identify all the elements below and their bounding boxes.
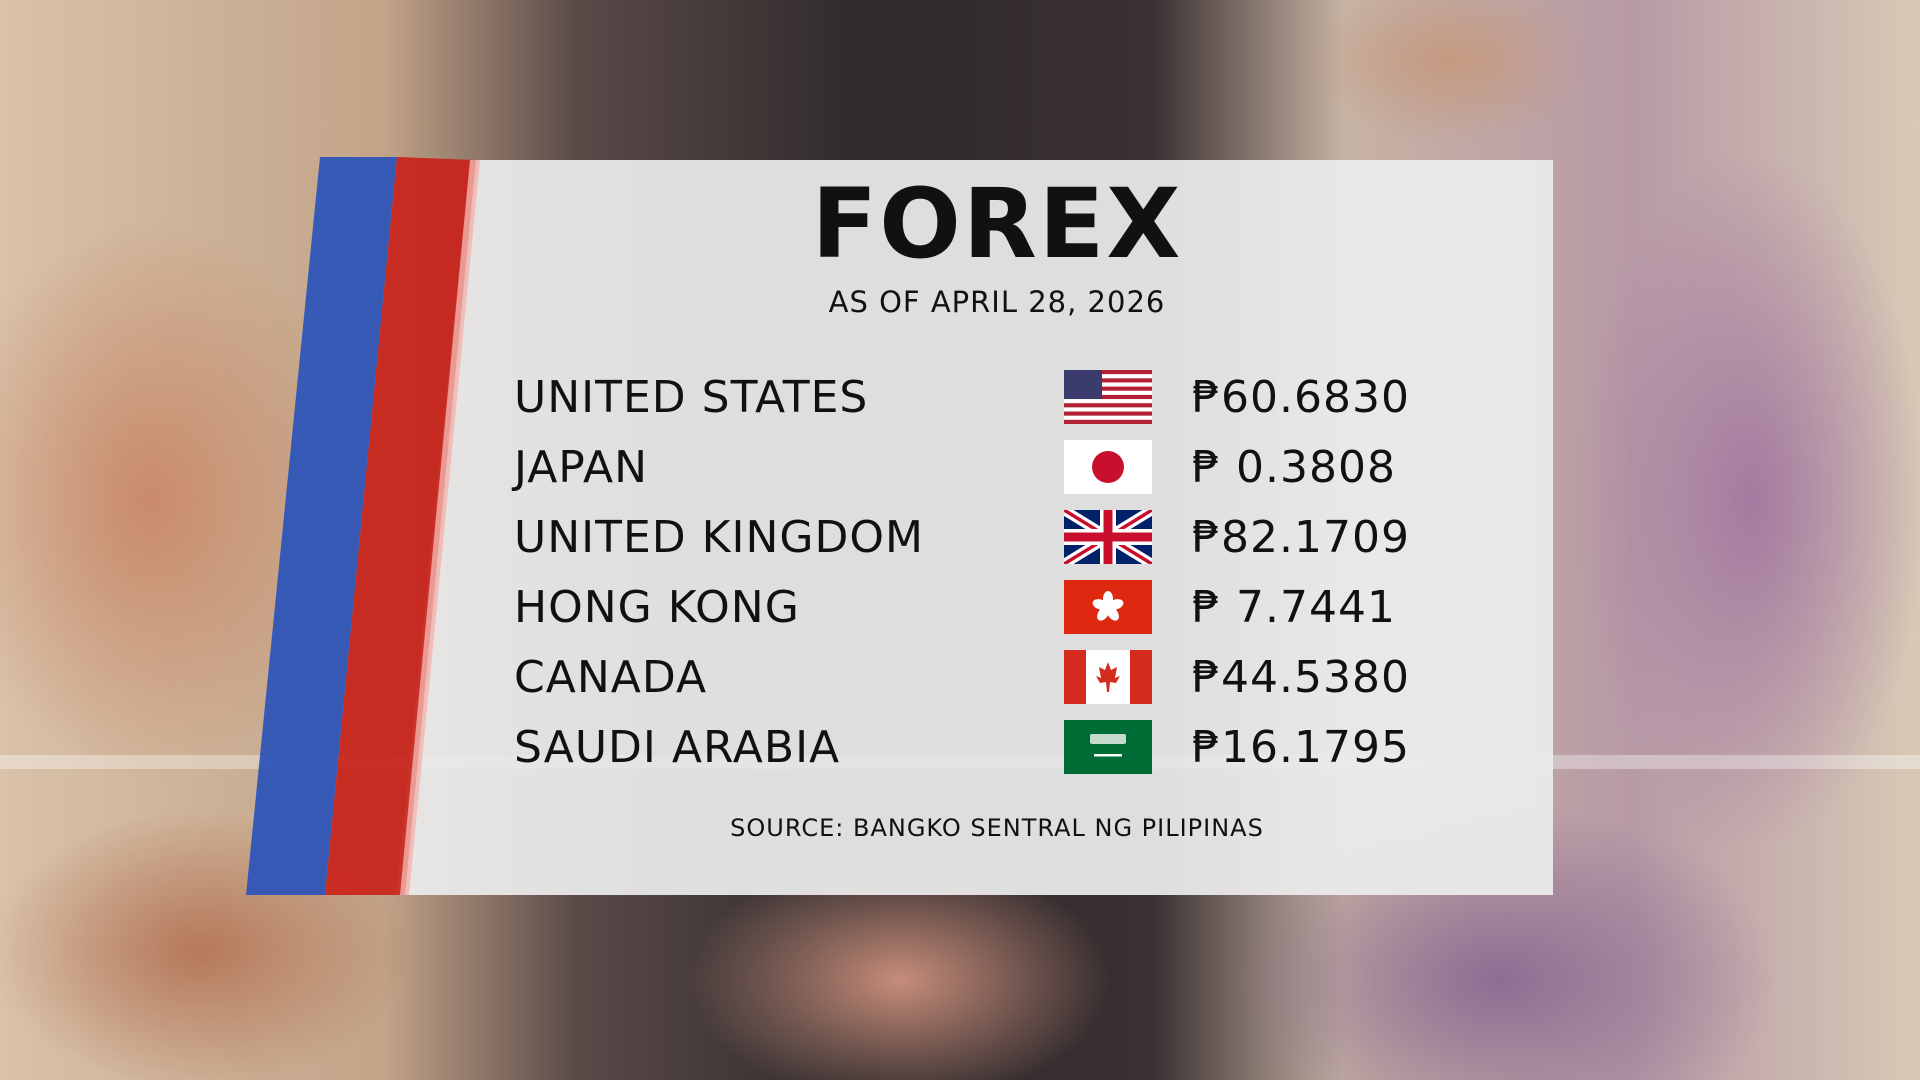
as-of-date: AS OF APRIL 28, 2026 <box>828 285 1166 319</box>
canada-flag-icon <box>1064 650 1152 704</box>
country-name: JAPAN <box>514 442 649 493</box>
country-name: UNITED KINGDOM <box>514 512 924 563</box>
us-flag-icon <box>1064 370 1152 424</box>
exchange-rate: ₱44.5380 <box>1192 652 1410 703</box>
panel-body <box>396 160 1553 895</box>
country-name: CANADA <box>514 652 708 703</box>
source-note: SOURCE: BANGKO SENTRAL NG PILIPINAS <box>730 814 1264 842</box>
exchange-rate: ₱16.1795 <box>1192 722 1410 773</box>
table-row: JAPAN ₱ 0.3808 <box>514 436 1434 496</box>
exchange-rate: ₱ 0.3808 <box>1192 442 1396 493</box>
table-row: UNITED KINGDOM ₱82.1709 <box>514 506 1434 566</box>
table-row: HONG KONG ₱ 7.7441 <box>514 576 1434 636</box>
blue-stripe <box>246 157 397 895</box>
uk-flag-icon <box>1064 510 1152 564</box>
country-name: SAUDI ARABIA <box>514 722 841 773</box>
red-stripe-edge <box>400 160 480 895</box>
table-row: UNITED STATES ₱60.6830 <box>514 366 1434 426</box>
exchange-rate: ₱82.1709 <box>1192 512 1410 563</box>
page-title: FOREX <box>811 168 1183 280</box>
table-row: CANADA ₱44.5380 <box>514 646 1434 706</box>
exchange-rate: ₱60.6830 <box>1192 372 1410 423</box>
table-row: SAUDI ARABIA ₱16.1795 <box>514 716 1434 776</box>
country-name: HONG KONG <box>514 582 800 633</box>
country-name: UNITED STATES <box>514 372 869 423</box>
red-stripe <box>325 157 476 895</box>
saudi-arabia-flag-icon <box>1064 720 1152 774</box>
japan-flag-icon <box>1064 440 1152 494</box>
hong-kong-flag-icon <box>1064 580 1152 634</box>
exchange-rate: ₱ 7.7441 <box>1192 582 1396 633</box>
